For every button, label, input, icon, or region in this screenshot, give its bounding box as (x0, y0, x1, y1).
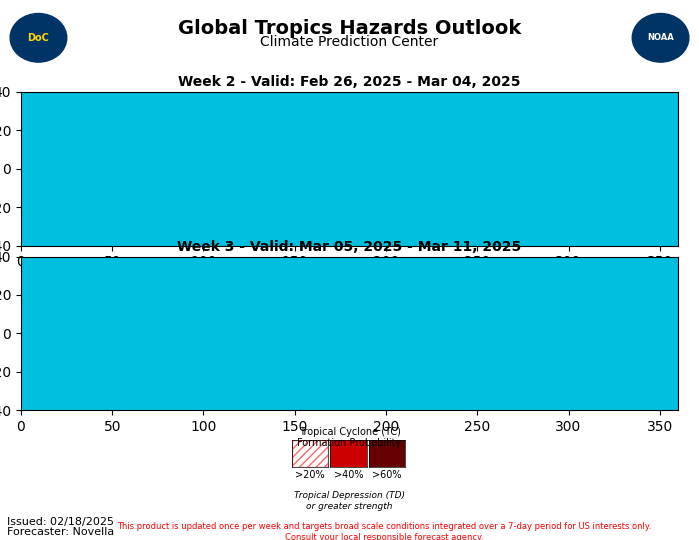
Text: NOAA: NOAA (647, 33, 674, 42)
Circle shape (10, 14, 66, 62)
Text: Issued: 02/18/2025: Issued: 02/18/2025 (7, 516, 114, 526)
Circle shape (633, 14, 689, 62)
Text: Week 2 - Valid: Feb 26, 2025 - Mar 04, 2025: Week 2 - Valid: Feb 26, 2025 - Mar 04, 2… (178, 75, 521, 89)
Text: Global Tropics Hazards Outlook: Global Tropics Hazards Outlook (178, 19, 521, 38)
Text: >40%: >40% (334, 469, 363, 480)
FancyBboxPatch shape (292, 440, 329, 467)
Text: DoC: DoC (27, 33, 50, 43)
Text: >60%: >60% (373, 469, 402, 480)
Text: Climate Prediction Center: Climate Prediction Center (260, 35, 439, 49)
Text: >20%: >20% (295, 469, 325, 480)
Text: This product is updated once per week and targets broad scale conditions integra: This product is updated once per week an… (117, 522, 651, 540)
Text: Week 3 - Valid: Mar 05, 2025 - Mar 11, 2025: Week 3 - Valid: Mar 05, 2025 - Mar 11, 2… (178, 240, 521, 254)
Text: Tropical Cyclone (TC)
Formation Probability: Tropical Cyclone (TC) Formation Probabil… (297, 427, 402, 448)
Text: Tropical Depression (TD)
or greater strength: Tropical Depression (TD) or greater stre… (294, 491, 405, 510)
Text: Forecaster: Novella: Forecaster: Novella (7, 527, 114, 537)
